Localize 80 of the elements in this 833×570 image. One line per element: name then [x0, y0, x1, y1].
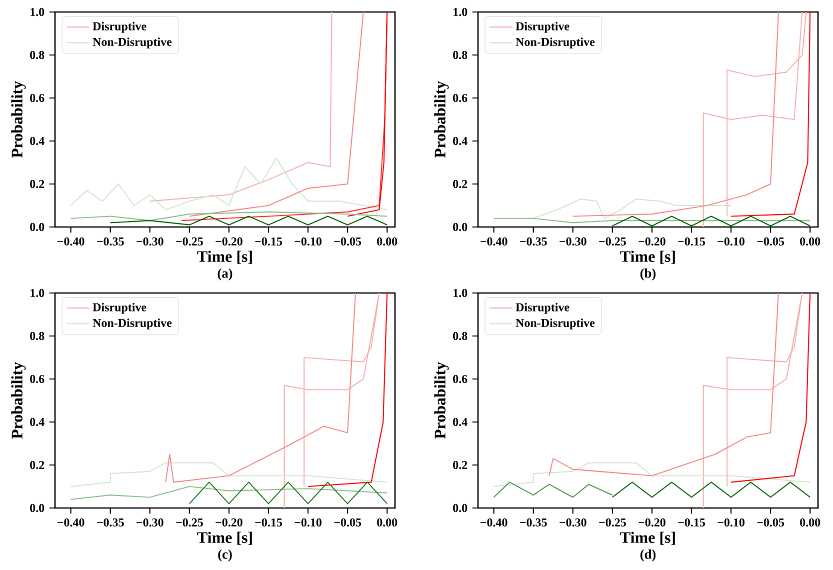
x-axis-title: Time [s]: [620, 250, 675, 264]
y-tick-label: 0.6: [30, 94, 44, 102]
x-tick-label: −0.30: [560, 237, 586, 246]
y-tick-label: 0.2: [30, 180, 44, 188]
y-axis-title: Probability: [11, 81, 26, 158]
y-tick-label: 0.6: [30, 374, 44, 384]
x-tick-label: −0.10: [718, 237, 744, 246]
x-tick-label: −0.05: [757, 518, 784, 527]
y-tick-label: 1.0: [454, 8, 468, 16]
y-tick-label: 0.4: [453, 418, 468, 426]
y-tick-label: 0.8: [453, 50, 468, 60]
x-tick-label: −0.15: [678, 518, 705, 527]
y-tick-label: 1.0: [30, 288, 44, 298]
x-tick-label: −0.30: [136, 518, 164, 527]
x-tick-label: −0.25: [176, 518, 203, 527]
y-tick-label: 0.6: [453, 374, 468, 384]
y-tick-label: 0.2: [453, 180, 468, 188]
y-tick-label: 0.2: [30, 460, 44, 470]
y-tick-label: 0.6: [453, 94, 468, 102]
x-tick-label: −0.20: [216, 237, 242, 246]
x-axis-title: Time [s]: [620, 532, 675, 545]
x-tick-label: −0.05: [757, 237, 784, 246]
x-tick-label: −0.40: [480, 518, 508, 527]
legend-label: Disruptive: [92, 22, 146, 33]
x-tick-label: 0.00: [800, 518, 820, 527]
x-tick-label: −0.15: [255, 237, 282, 246]
x-tick-label: −0.35: [520, 237, 547, 246]
legend-label: Non-Disruptive: [516, 38, 595, 48]
x-tick-label: 0.00: [377, 518, 398, 527]
y-axis-title: Probability: [434, 362, 449, 439]
y-axis-title: Probability: [434, 81, 449, 158]
x-tick-label: −0.20: [638, 518, 666, 527]
x-tick-label: −0.05: [334, 518, 362, 527]
x-tick-label: −0.30: [560, 518, 586, 527]
legend-label: Non-Disruptive: [92, 318, 172, 330]
x-tick-label: −0.40: [480, 237, 508, 246]
legend-label: Disruptive: [92, 302, 146, 314]
x-tick-label: −0.25: [599, 237, 626, 246]
x-tick-label: −0.15: [678, 237, 705, 246]
x-tick-label: −0.40: [58, 518, 84, 527]
x-tick-label: −0.25: [599, 518, 626, 527]
x-tick-label: −0.30: [136, 237, 164, 246]
legend-label: Disruptive: [516, 302, 570, 314]
legend-label: Non-Disruptive: [516, 318, 595, 330]
x-tick-label: −0.10: [718, 518, 744, 527]
x-tick-label: 0.00: [800, 237, 820, 246]
y-tick-label: 0.8: [30, 50, 44, 60]
y-tick-label: 0.0: [30, 504, 44, 512]
y-tick-label: 1.0: [30, 8, 44, 16]
x-tick-label: −0.10: [294, 518, 322, 527]
x-tick-label: 0.00: [377, 237, 398, 246]
text: (b): [640, 268, 656, 280]
legend-label: Non-Disruptive: [92, 38, 172, 48]
x-tick-label: −0.20: [638, 237, 666, 246]
text: (c): [218, 549, 232, 562]
y-tick-label: 0.0: [453, 504, 468, 512]
x-tick-label: −0.05: [334, 237, 362, 246]
y-tick-label: 0.4: [30, 136, 44, 146]
y-axis-title: Probability: [11, 362, 26, 439]
y-tick-label: 0.4: [453, 136, 468, 146]
legend-label: Disruptive: [516, 22, 570, 33]
x-tick-label: −0.35: [97, 518, 124, 527]
y-tick-label: 0.0: [453, 222, 468, 232]
x-axis-title: Time [s]: [197, 532, 252, 545]
x-tick-label: −0.35: [97, 237, 124, 246]
y-tick-label: 0.4: [30, 418, 44, 426]
y-tick-label: 0.8: [453, 332, 468, 340]
y-tick-label: 0.8: [30, 332, 44, 340]
text: (d): [640, 549, 656, 562]
x-tick-label: −0.40: [58, 237, 84, 246]
y-tick-label: 0.2: [453, 460, 468, 470]
x-tick-label: −0.35: [520, 518, 547, 527]
x-axis-title: Time [s]: [197, 250, 252, 264]
x-tick-label: −0.15: [255, 518, 282, 527]
x-tick-label: −0.20: [216, 518, 242, 527]
y-tick-label: 0.0: [30, 222, 44, 232]
y-tick-label: 1.0: [454, 288, 468, 298]
x-tick-label: −0.10: [294, 237, 322, 246]
x-tick-label: −0.25: [176, 237, 203, 246]
text: (a): [218, 268, 232, 280]
